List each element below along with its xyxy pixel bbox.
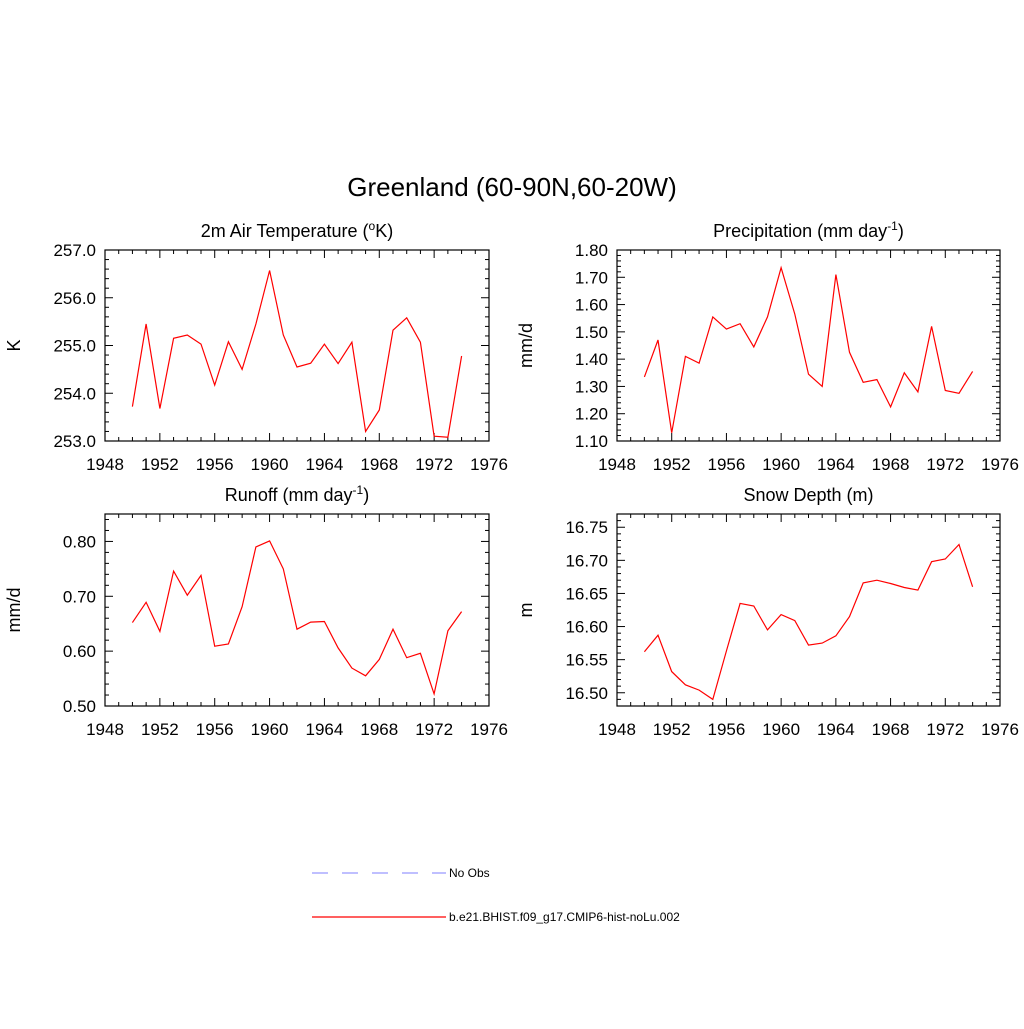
x-tick-label: 1968: [360, 455, 398, 474]
panel-title: 2m Air Temperature (oK): [201, 219, 393, 241]
plot-frame: [104, 249, 490, 442]
x-tick-label: 1972: [926, 455, 964, 474]
x-tick-label: 1948: [86, 455, 124, 474]
y-tick-label: 1.20: [575, 405, 608, 424]
y-tick-label: 1.70: [575, 268, 608, 287]
x-tick-label: 1952: [141, 720, 179, 739]
y-tick-label: 0.60: [63, 642, 96, 661]
panel-title-main: 2m Air Temperature (: [201, 221, 369, 241]
y-tick-label: 16.50: [565, 684, 608, 703]
x-tick-label: 1964: [306, 455, 344, 474]
y-tick-label: 1.10: [575, 432, 608, 451]
y-tick-label: 16.65: [565, 584, 608, 603]
x-tick-label: 1968: [872, 720, 910, 739]
y-tick-label: 1.40: [575, 350, 608, 369]
y-axis-label: mm/d: [4, 588, 24, 633]
x-tick-label: 1964: [817, 455, 855, 474]
x-tick-label: 1972: [415, 720, 453, 739]
x-tick-label: 1976: [981, 455, 1019, 474]
series-line: [131, 270, 463, 438]
x-tick-label: 1960: [762, 455, 800, 474]
y-tick-label: 16.75: [565, 518, 608, 537]
y-tick-label: 1.60: [575, 296, 608, 315]
panel-title-sup: -1: [353, 483, 364, 497]
y-tick-label: 0.80: [63, 532, 96, 551]
y-tick-label: 16.55: [565, 651, 608, 670]
y-tick-label: 0.50: [63, 697, 96, 716]
panel-title-main: Runoff (mm day: [225, 485, 353, 505]
legend: No Obs b.e21.BHIST.f09_g17.CMIP6-hist-noL…: [312, 866, 680, 924]
y-tick-label: 0.70: [63, 587, 96, 606]
panel-title-main: Precipitation (mm day: [713, 221, 887, 241]
plot-frame: [104, 513, 490, 707]
y-tick-label: 253.0: [53, 432, 96, 451]
panel-title-main: Snow Depth (m): [743, 485, 873, 505]
x-tick-label: 1968: [872, 455, 910, 474]
y-tick-label: 1.30: [575, 377, 608, 396]
x-tick-label: 1972: [415, 455, 453, 474]
x-tick-label: 1948: [86, 720, 124, 739]
panel-title-sup: -1: [887, 219, 898, 233]
x-tick-label: 1960: [762, 720, 800, 739]
panel-title: Runoff (mm day-1): [225, 483, 369, 505]
series-line: [643, 265, 974, 433]
figure-title: Greenland (60-90N,60-20W): [347, 172, 677, 202]
legend-item: No Obs: [312, 866, 490, 880]
panel-title-tail: ): [363, 485, 369, 505]
legend-label: b.e21.BHIST.f09_g17.CMIP6-hist-noLu.002: [449, 910, 680, 924]
y-tick-label: 16.60: [565, 618, 608, 637]
panel-3: Runoff (mm day-1) mm/d 1948 1952 1956 1960 196…: [4, 483, 508, 739]
y-tick-label: 1.80: [575, 241, 608, 260]
y-tick-label: 255.0: [53, 337, 96, 356]
legend-item: b.e21.BHIST.f09_g17.CMIP6-hist-noLu.002: [312, 910, 680, 924]
x-tick-label: 1976: [470, 720, 508, 739]
series-line: [643, 543, 974, 701]
panel-2: Precipitation (mm day-1) mm/d 1948 1952 1956…: [516, 219, 1019, 474]
y-tick-label: 16.70: [565, 551, 608, 570]
x-tick-label: 1972: [926, 720, 964, 739]
x-tick-label: 1960: [251, 720, 289, 739]
x-tick-label: 1964: [817, 720, 855, 739]
y-axis-label: K: [4, 339, 24, 351]
x-tick-label: 1976: [470, 455, 508, 474]
x-tick-label: 1968: [360, 720, 398, 739]
panel-title: Precipitation (mm day-1): [713, 219, 904, 241]
panel-4: Snow Depth (m) m 1948 1952 1956 1960 1964 1968 1…: [516, 485, 1019, 739]
x-tick-label: 1956: [708, 455, 746, 474]
plot-frame: [616, 513, 1001, 707]
panel-title: Snow Depth (m): [743, 485, 873, 505]
x-tick-label: 1976: [981, 720, 1019, 739]
plot-frame: [616, 249, 1001, 442]
y-tick-label: 257.0: [53, 241, 96, 260]
x-tick-label: 1952: [653, 455, 691, 474]
panel-1: 2m Air Temperature (oK) K 1948 1952 1956 1960…: [4, 219, 508, 474]
y-tick-label: 256.0: [53, 289, 96, 308]
y-tick-label: 254.0: [53, 384, 96, 403]
x-tick-label: 1964: [306, 720, 344, 739]
x-tick-label: 1956: [196, 455, 234, 474]
x-tick-label: 1948: [598, 720, 636, 739]
panels: 2m Air Temperature (oK) K 1948 1952 1956 1960…: [4, 219, 1019, 739]
panel-title-tail: ): [898, 221, 904, 241]
y-axis-label: m: [516, 603, 536, 618]
series-line: [131, 540, 463, 697]
x-tick-label: 1952: [141, 455, 179, 474]
x-tick-label: 1948: [598, 455, 636, 474]
panel-title-tail: K): [375, 221, 393, 241]
y-tick-label: 1.50: [575, 323, 608, 342]
y-axis-label: mm/d: [516, 323, 536, 368]
x-tick-label: 1960: [251, 455, 289, 474]
legend-label: No Obs: [449, 866, 490, 880]
x-tick-label: 1956: [196, 720, 234, 739]
panel-title-sup: o: [369, 219, 376, 233]
x-tick-label: 1952: [653, 720, 691, 739]
x-tick-label: 1956: [708, 720, 746, 739]
